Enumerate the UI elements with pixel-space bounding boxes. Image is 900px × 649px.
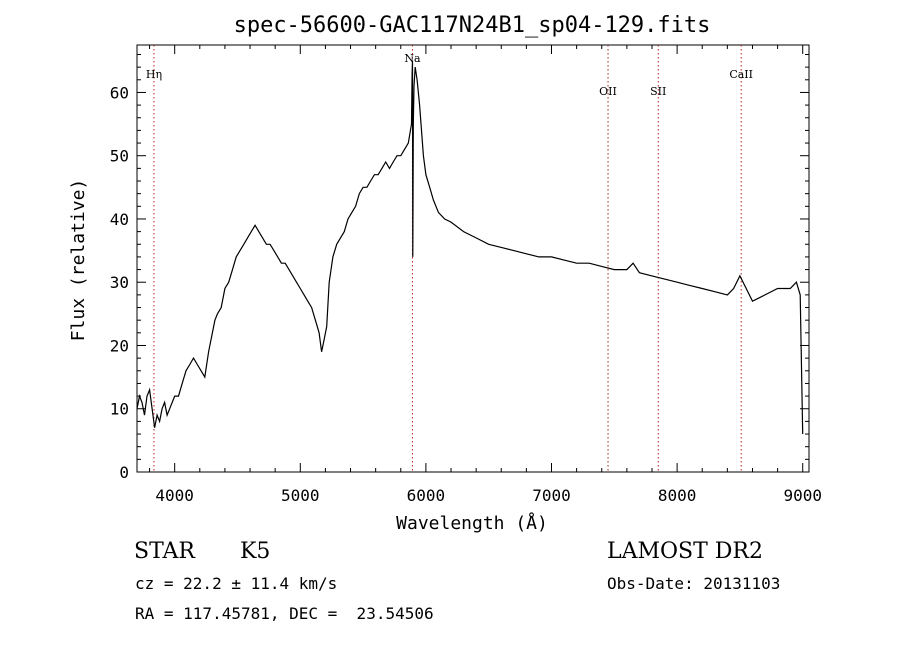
spectral-line-markers: Hη Na OII SII CaII: [146, 45, 753, 472]
spectral-line-label: SII: [650, 85, 666, 98]
y-tick-label: 40: [110, 210, 129, 229]
y-tick-label: 20: [110, 336, 129, 355]
survey-label: LAMOST DR2: [607, 539, 763, 564]
spectral-subclass: K5: [240, 539, 271, 564]
x-tick-label: 9000: [783, 486, 822, 505]
axis-ticks: 4000 5000 6000 7000 8000 9000 0 10 20 30 40 50 60: [110, 45, 822, 505]
spectral-line-label: OII: [599, 85, 617, 98]
redshift-cz: cz = 22.2 ± 11.4 km/s: [135, 574, 338, 593]
x-tick-label: 4000: [155, 486, 194, 505]
spectrum-line: [136, 60, 804, 435]
y-tick-label: 30: [110, 273, 129, 292]
plot-frame: [136, 44, 810, 473]
y-tick-label: 60: [110, 83, 129, 102]
x-tick-label: 7000: [532, 486, 571, 505]
x-tick-label: 5000: [281, 486, 320, 505]
coordinates: RA = 117.45781, DEC = 23.54506: [135, 604, 434, 623]
y-axis-label: Flux (relative): [68, 179, 89, 342]
x-axis-label: Wavelength (Å): [396, 512, 548, 534]
series-layer: [136, 60, 804, 435]
y-tick-label: 10: [110, 400, 129, 419]
observation-date: Obs-Date: 20131103: [607, 574, 781, 593]
chart-title: spec-56600-GAC117N24B1_sp04-129.fits: [234, 13, 711, 38]
y-tick-label: 50: [110, 147, 129, 166]
spectral-line-label: Na: [404, 52, 421, 65]
spectral-line-label: CaII: [729, 68, 753, 81]
x-tick-label: 8000: [658, 486, 697, 505]
object-type: STAR: [134, 539, 195, 564]
y-tick-label: 0: [119, 463, 129, 482]
spectral-line-label: Hη: [146, 68, 162, 81]
x-tick-label: 6000: [407, 486, 446, 505]
